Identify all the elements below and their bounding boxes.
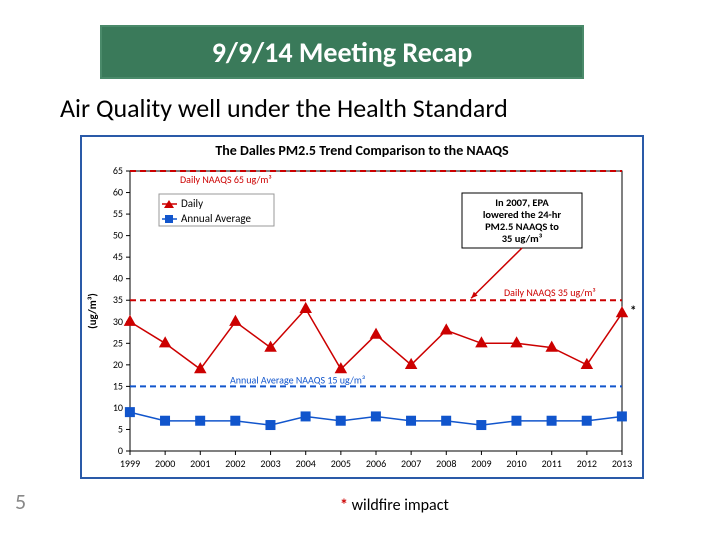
- svg-text:40: 40: [113, 272, 123, 285]
- svg-text:5: 5: [118, 422, 123, 435]
- svg-text:10: 10: [113, 401, 123, 414]
- svg-text:55: 55: [113, 207, 123, 220]
- svg-text:Daily: Daily: [181, 197, 203, 210]
- title-bar: 9/9/14 Meeting Recap: [100, 25, 584, 79]
- svg-text:1999: 1999: [120, 457, 140, 470]
- svg-text:2001: 2001: [190, 457, 210, 470]
- footnote-star: *: [340, 496, 348, 515]
- page-number: 5: [15, 488, 26, 515]
- svg-text:Daily NAAQS 65 ug/m³: Daily NAAQS 65 ug/m³: [180, 173, 272, 186]
- footnote-text: wildfire impact: [348, 496, 449, 515]
- svg-text:2000: 2000: [155, 457, 175, 470]
- svg-text:0: 0: [118, 444, 123, 457]
- svg-text:60: 60: [113, 186, 123, 199]
- chart-title: The Dalles PM2.5 Trend Comparison to the…: [82, 142, 642, 159]
- svg-text:2013: 2013: [612, 457, 632, 470]
- svg-text:20: 20: [113, 358, 123, 371]
- svg-text:35 ug/m³: 35 ug/m³: [502, 232, 543, 245]
- chart-container: The Dalles PM2.5 Trend Comparison to the…: [80, 135, 644, 479]
- svg-text:2002: 2002: [225, 457, 245, 470]
- svg-text:Annual Average: Annual Average: [181, 212, 251, 225]
- svg-text:(ug/m³): (ug/m³): [86, 293, 99, 329]
- svg-text:50: 50: [113, 229, 123, 242]
- svg-text:2010: 2010: [506, 457, 526, 470]
- svg-text:2005: 2005: [331, 457, 351, 470]
- svg-text:2006: 2006: [366, 457, 386, 470]
- svg-text:35: 35: [113, 293, 123, 306]
- svg-text:2009: 2009: [471, 457, 491, 470]
- svg-text:45: 45: [113, 250, 123, 263]
- svg-text:Daily NAAQS 35 ug/m³: Daily NAAQS 35 ug/m³: [504, 286, 596, 299]
- page-number-text: 5: [15, 488, 26, 515]
- svg-text:2007: 2007: [401, 457, 421, 470]
- title-text: 9/9/14 Meeting Recap: [212, 35, 473, 70]
- footnote: * wildfire impact: [340, 496, 449, 515]
- svg-text:65: 65: [113, 164, 123, 177]
- svg-text:2011: 2011: [542, 457, 562, 470]
- svg-text:15: 15: [113, 379, 123, 392]
- svg-text:25: 25: [113, 336, 123, 349]
- svg-text:Annual Average NAAQS 15 ug/m³: Annual Average NAAQS 15 ug/m³: [230, 373, 365, 386]
- svg-text:2004: 2004: [296, 457, 316, 470]
- svg-text:30: 30: [113, 315, 123, 328]
- subtitle: Air Quality well under the Health Standa…: [60, 92, 508, 124]
- svg-text:2003: 2003: [260, 457, 280, 470]
- svg-text:2012: 2012: [577, 457, 597, 470]
- chart-svg: 0 5 10 15 20 25 30 35 40 45 50 55 60 65 (ug/m³) 1999 200…: [82, 159, 642, 479]
- svg-text:2008: 2008: [436, 457, 456, 470]
- subtitle-text: Air Quality well under the Health Standa…: [60, 92, 508, 124]
- svg-text:*: *: [630, 304, 636, 319]
